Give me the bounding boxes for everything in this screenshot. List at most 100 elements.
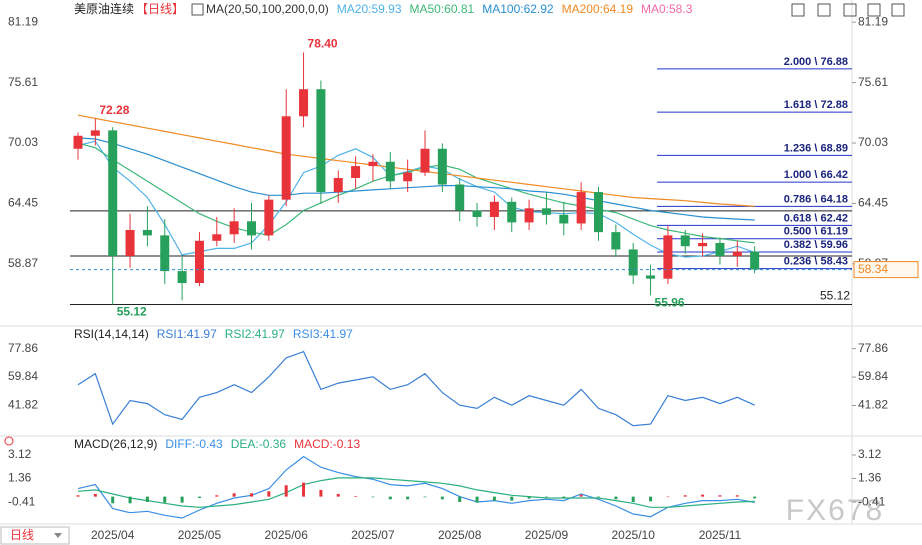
extreme-label: 55.12 (117, 305, 147, 319)
moving-average (77, 114, 755, 207)
fib-label: 0.236 \ 58.43 (784, 256, 848, 268)
x-tick-label: 2025/10 (612, 528, 656, 542)
candle-body (160, 235, 170, 272)
macd-bar (406, 496, 410, 500)
dropdown-arrow (54, 533, 62, 538)
legend-item: RSI3:41.97 (293, 327, 353, 341)
macd-bar (128, 496, 132, 504)
last-price-label: 58.34 (858, 262, 888, 276)
horizontal-line-label: 55.12 (820, 289, 850, 303)
candle-body (594, 192, 603, 233)
last-price-box (853, 261, 919, 279)
candle-body (437, 148, 447, 185)
x-tick-label: 2025/05 (178, 528, 222, 542)
candle-body (299, 89, 309, 117)
candle-body (368, 161, 378, 167)
macd-bar (111, 496, 115, 504)
legend-item: DIFF:-0.43 (165, 437, 223, 451)
macd-bar (250, 493, 253, 497)
panel-icon[interactable] (4, 436, 14, 446)
close-button[interactable] (891, 3, 905, 17)
candle-body (680, 235, 690, 247)
candle-body (90, 130, 100, 136)
legend-item: MACD(26,12,9) (74, 437, 157, 451)
macd-bar (319, 489, 323, 497)
candle-body (194, 240, 204, 284)
x-tick-label: 2025/11 (699, 528, 742, 542)
macd-bar (354, 495, 358, 497)
extreme-label: 55.96 (655, 296, 685, 310)
y-tick-label: 59.84 (8, 369, 38, 383)
candle-body (333, 177, 343, 193)
period-selector[interactable]: 日线 (0, 526, 70, 545)
candle-body (576, 192, 586, 224)
macd-bar (492, 496, 496, 501)
y-tick-label-right: 75.61 (858, 75, 888, 89)
candle-body (698, 242, 708, 247)
macd-bar (718, 495, 722, 497)
y-tick-label: 3.12 (8, 447, 32, 461)
macd-bar (423, 496, 427, 498)
candle-body (472, 210, 482, 217)
y-tick-label-right: 3.12 (858, 447, 882, 461)
legend-item: MA100:62.92 (482, 2, 554, 16)
y-tick-label: 70.03 (8, 135, 38, 149)
candle-body (715, 242, 725, 256)
fib-label: 1.000 \ 66.42 (784, 169, 848, 181)
y-tick-label: 1.36 (8, 471, 32, 485)
macd-bar (597, 496, 600, 498)
candle-body (611, 232, 621, 250)
macd-bar (458, 496, 462, 502)
macd-bar (475, 496, 479, 503)
legend-item: DEA:-0.36 (231, 437, 287, 451)
macd-bar (284, 485, 288, 497)
y-tick-label: 58.87 (8, 256, 38, 270)
macd-bar (649, 496, 653, 502)
legend-item: RSI1:41.97 (157, 327, 217, 341)
y-tick-label-right: 64.45 (858, 196, 888, 210)
y-tick-label: 41.82 (8, 398, 38, 412)
extreme-label: 72.28 (99, 103, 129, 117)
macd-bar (163, 496, 167, 503)
macd-bar (302, 482, 306, 497)
legend-item: MA50:60.81 (410, 2, 475, 16)
macd-bar (371, 496, 375, 498)
settings-button[interactable] (791, 3, 805, 17)
extreme-label: 78.40 (308, 37, 338, 51)
macd-bar (197, 496, 201, 498)
y-tick-label-right: 81.19 (858, 14, 888, 28)
candle-body (177, 271, 187, 284)
fib-label: 0.618 \ 62.42 (784, 212, 848, 224)
candle-body (229, 221, 239, 235)
legend-item: RSI2:41.97 (225, 327, 285, 341)
candle-body (264, 199, 274, 236)
add-button[interactable] (817, 3, 831, 17)
candle-body (73, 135, 83, 149)
macd-bar (579, 494, 583, 497)
candle-body (663, 235, 673, 279)
macd-bar (267, 491, 271, 497)
maximize-button[interactable] (867, 3, 881, 17)
candle-body (646, 275, 656, 279)
period-button[interactable] (0, 526, 70, 545)
fib-label: 1.618 \ 72.88 (784, 99, 848, 111)
macd-bar (232, 493, 236, 497)
candle-body (403, 172, 413, 182)
minimize-button[interactable] (843, 3, 857, 17)
fib-label: 0.786 \ 64.18 (784, 193, 848, 205)
legend-item: MA200:64.19 (562, 2, 634, 16)
macd-bar (631, 496, 635, 502)
toolbar (791, 3, 905, 17)
macd-bar (76, 495, 80, 497)
fib-label: 1.236 \ 68.89 (784, 142, 848, 154)
candle-body (507, 201, 517, 223)
watermark: FX678 (786, 494, 884, 527)
candle-body (750, 251, 760, 270)
y-tick-label-right: 59.84 (858, 369, 888, 383)
macd-bar (614, 496, 618, 500)
y-tick-label: -0.41 (8, 494, 36, 508)
candle-body (281, 116, 291, 200)
x-tick-label: 2025/09 (525, 528, 569, 542)
